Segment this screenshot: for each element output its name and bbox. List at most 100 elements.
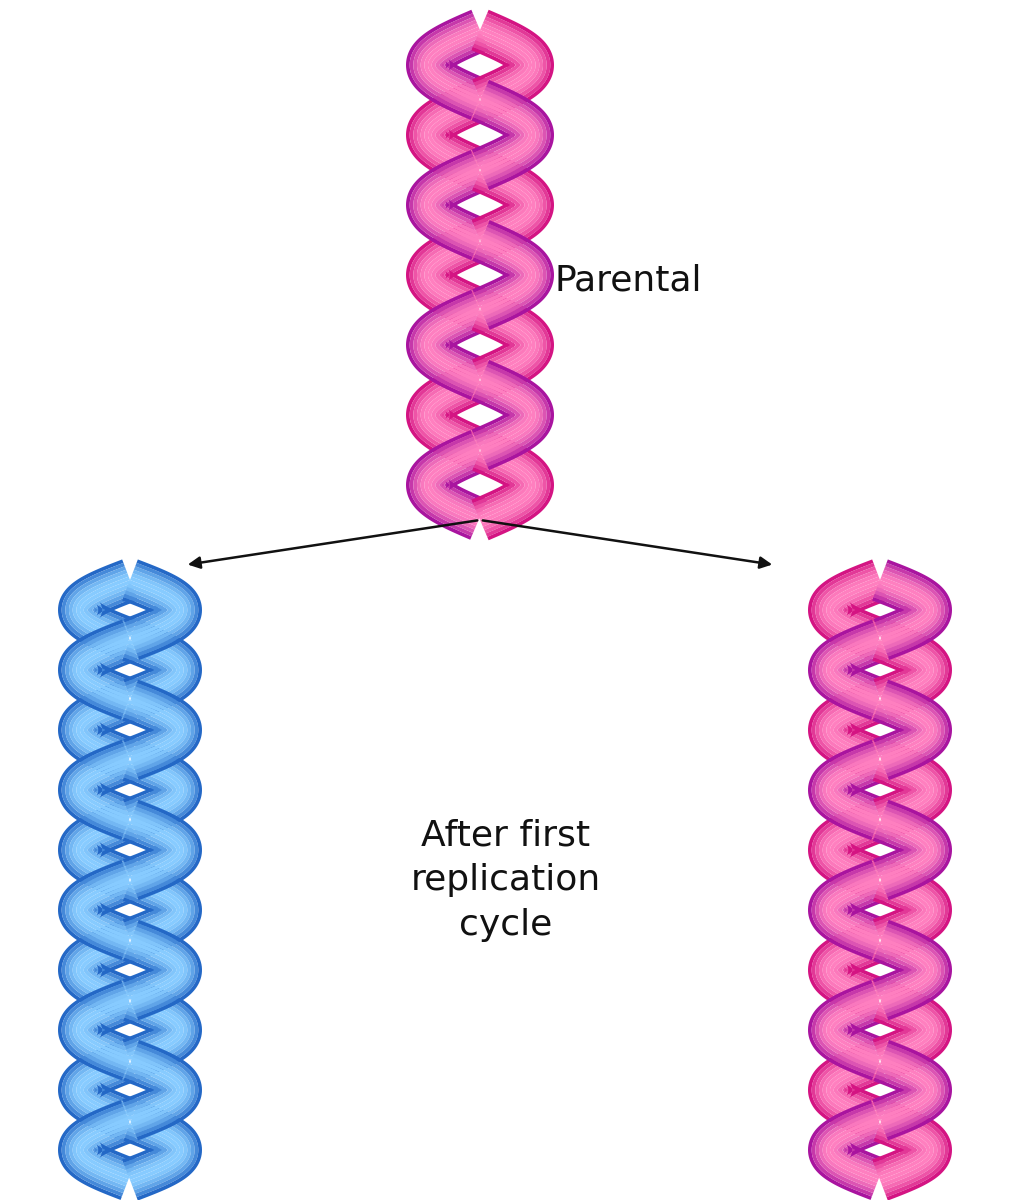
Polygon shape	[76, 757, 130, 823]
Polygon shape	[84, 883, 132, 936]
Polygon shape	[94, 1074, 137, 1106]
Polygon shape	[484, 230, 543, 319]
Polygon shape	[880, 997, 934, 1063]
Polygon shape	[477, 103, 529, 167]
Polygon shape	[884, 806, 945, 894]
Polygon shape	[132, 574, 187, 647]
Polygon shape	[126, 830, 169, 870]
Polygon shape	[413, 86, 475, 184]
Polygon shape	[478, 30, 532, 100]
Polygon shape	[474, 110, 521, 160]
Polygon shape	[58, 739, 123, 840]
Polygon shape	[808, 799, 873, 900]
Polygon shape	[127, 767, 172, 812]
Polygon shape	[485, 227, 547, 323]
Polygon shape	[65, 686, 126, 773]
Polygon shape	[819, 1110, 876, 1189]
Polygon shape	[874, 834, 916, 866]
Polygon shape	[476, 37, 525, 92]
Polygon shape	[476, 317, 525, 373]
Polygon shape	[815, 806, 875, 894]
Polygon shape	[878, 763, 926, 816]
Polygon shape	[878, 883, 926, 936]
Polygon shape	[126, 950, 169, 990]
Polygon shape	[886, 1100, 952, 1200]
Polygon shape	[879, 760, 930, 820]
Polygon shape	[476, 457, 525, 514]
Polygon shape	[406, 150, 473, 260]
Polygon shape	[409, 154, 474, 257]
Polygon shape	[96, 778, 138, 803]
Polygon shape	[62, 563, 125, 656]
Polygon shape	[885, 743, 948, 836]
Polygon shape	[446, 257, 487, 293]
Polygon shape	[823, 634, 878, 707]
Polygon shape	[883, 750, 941, 830]
Polygon shape	[87, 707, 134, 752]
Polygon shape	[73, 994, 129, 1067]
Polygon shape	[880, 576, 934, 643]
Polygon shape	[878, 1121, 930, 1180]
Polygon shape	[84, 823, 132, 876]
Polygon shape	[879, 941, 930, 1000]
Polygon shape	[830, 1001, 881, 1060]
Polygon shape	[823, 994, 878, 1067]
Polygon shape	[886, 980, 952, 1080]
Polygon shape	[137, 799, 202, 900]
Polygon shape	[819, 570, 877, 649]
Polygon shape	[830, 760, 881, 820]
Polygon shape	[881, 994, 937, 1067]
Polygon shape	[127, 1007, 172, 1054]
Polygon shape	[483, 90, 543, 180]
Polygon shape	[815, 1046, 876, 1134]
Polygon shape	[819, 990, 877, 1070]
Polygon shape	[847, 718, 887, 743]
Polygon shape	[823, 934, 878, 1007]
Polygon shape	[443, 464, 486, 506]
Polygon shape	[128, 703, 176, 756]
Polygon shape	[808, 619, 873, 720]
Polygon shape	[823, 694, 878, 767]
Polygon shape	[487, 360, 554, 470]
Polygon shape	[877, 643, 926, 696]
Polygon shape	[483, 370, 543, 460]
Polygon shape	[446, 116, 488, 152]
Polygon shape	[815, 686, 876, 773]
Polygon shape	[808, 920, 873, 1020]
Polygon shape	[834, 643, 882, 696]
Polygon shape	[873, 654, 916, 686]
Polygon shape	[127, 707, 172, 752]
Polygon shape	[827, 997, 879, 1063]
Polygon shape	[815, 926, 875, 1014]
Polygon shape	[428, 100, 481, 169]
Polygon shape	[136, 623, 199, 716]
Polygon shape	[66, 746, 126, 833]
Polygon shape	[443, 254, 486, 296]
Polygon shape	[132, 1054, 187, 1127]
Polygon shape	[474, 254, 518, 296]
Polygon shape	[137, 1040, 202, 1140]
Polygon shape	[126, 770, 169, 809]
Polygon shape	[877, 1124, 926, 1176]
Polygon shape	[58, 619, 124, 720]
Polygon shape	[136, 923, 199, 1016]
Polygon shape	[472, 397, 515, 433]
Polygon shape	[820, 870, 877, 950]
Polygon shape	[135, 563, 199, 656]
Polygon shape	[65, 986, 126, 1074]
Polygon shape	[811, 803, 874, 896]
Polygon shape	[84, 1064, 133, 1116]
Polygon shape	[830, 881, 880, 940]
Polygon shape	[811, 863, 874, 956]
Polygon shape	[137, 920, 202, 1020]
Polygon shape	[872, 1078, 914, 1103]
Polygon shape	[838, 1127, 882, 1172]
Polygon shape	[847, 1078, 887, 1103]
Polygon shape	[484, 86, 547, 184]
Polygon shape	[130, 1057, 183, 1123]
Polygon shape	[130, 637, 183, 703]
Polygon shape	[844, 1134, 885, 1165]
Polygon shape	[827, 637, 880, 703]
Polygon shape	[132, 994, 187, 1067]
Polygon shape	[480, 97, 536, 173]
